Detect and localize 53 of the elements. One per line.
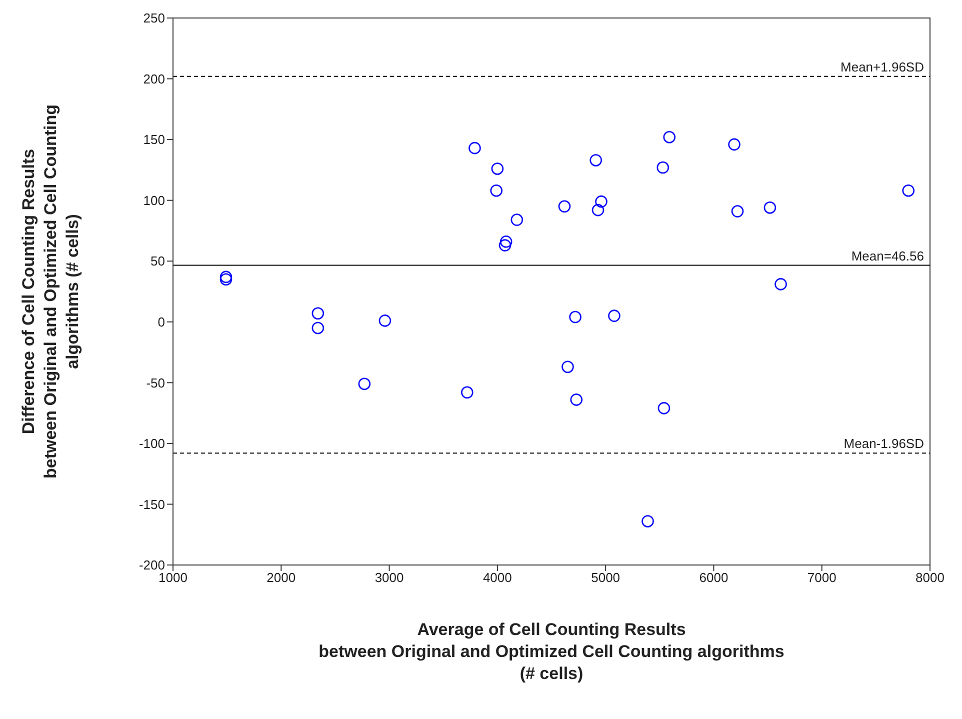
point <box>510 214 524 226</box>
y-tick-label: 200 <box>143 71 165 86</box>
point <box>558 200 571 213</box>
point <box>468 142 481 154</box>
point <box>358 378 371 390</box>
y-tick-label: 250 <box>143 10 165 26</box>
point <box>774 278 787 290</box>
y-tick-label: 100 <box>143 192 165 208</box>
point <box>312 322 324 334</box>
x-tick-label: 6000 <box>699 570 728 586</box>
point <box>658 402 670 414</box>
x-tick-label: 1000 <box>158 570 188 586</box>
x-tick-label: 2000 <box>266 570 296 586</box>
y-tick-label: 50 <box>150 254 165 269</box>
ref-line-label: Mean=46.56 <box>851 248 924 264</box>
point <box>461 386 474 399</box>
point <box>731 205 744 218</box>
point <box>590 154 602 166</box>
x-axis-title: Average of Cell Counting Results between Original and Optimized Cell Counting algorithms (# cells) <box>318 620 784 683</box>
x-tick-label: 8000 <box>916 570 944 586</box>
y-tick-label: 150 <box>143 132 165 148</box>
point <box>312 307 324 320</box>
y-tick-label: -200 <box>138 558 165 573</box>
y-axis-title: Difference of Cell Counting Results between Original and Optimized Cell Counting algorithms (# cells) <box>19 104 82 479</box>
point <box>656 161 670 174</box>
point <box>570 394 583 406</box>
x-tick-label: 4000 <box>482 570 512 586</box>
point <box>490 184 502 197</box>
x-tick-label: 5000 <box>591 570 620 586</box>
point <box>592 204 604 216</box>
point <box>728 138 740 151</box>
point <box>562 360 574 374</box>
point <box>764 201 776 214</box>
y-tick-label: 0 <box>158 314 165 330</box>
point <box>500 236 512 248</box>
point <box>663 130 676 144</box>
point <box>642 515 654 528</box>
point <box>220 270 232 284</box>
y-tick-label: -100 <box>138 436 165 452</box>
point <box>220 273 232 286</box>
y-tick-label: -50 <box>146 375 165 390</box>
point <box>569 310 582 324</box>
ref-line-label: Mean+1.96SD <box>840 59 924 74</box>
x-tick-label: 3000 <box>374 570 404 586</box>
x-tick-label: 7000 <box>807 570 836 586</box>
point <box>595 195 608 208</box>
ref-line-label: Mean-1.96SD <box>844 436 924 452</box>
point <box>498 239 512 252</box>
y-tick-label: -150 <box>138 496 165 512</box>
point <box>378 314 392 327</box>
point <box>491 162 504 175</box>
point <box>608 310 620 322</box>
point <box>902 184 915 197</box>
